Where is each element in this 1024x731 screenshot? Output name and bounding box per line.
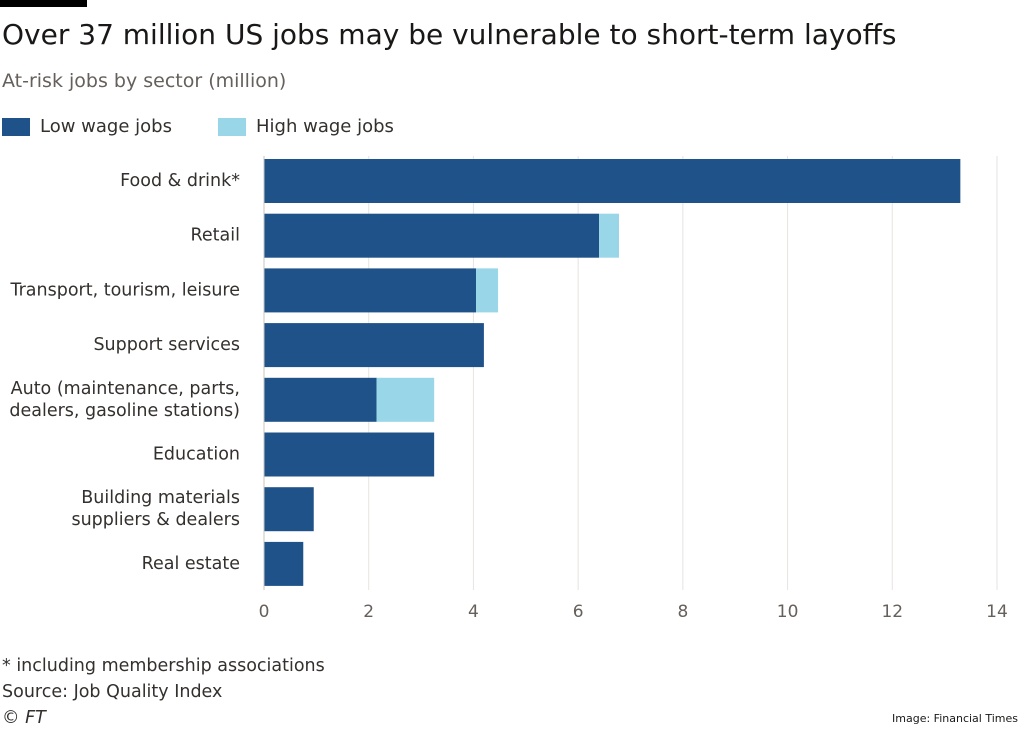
category-label: Food & drink* [120,171,240,191]
image-credit: Image: Financial Times [892,712,1018,725]
chart-title: Over 37 million US jobs may be vulnerabl… [2,18,897,51]
category-label: suppliers & dealers [71,510,240,530]
bar-low-wage [264,213,600,258]
source-note: Source: Job Quality Index [2,682,223,702]
x-tick-label: 14 [986,602,1008,622]
x-tick-label: 4 [468,602,479,622]
x-tick-label: 12 [881,602,903,622]
x-tick-label: 8 [677,602,688,622]
legend-item-low-wage: Low wage jobs [2,116,172,137]
category-label: Auto (maintenance, parts, [11,379,240,399]
bar-low-wage [264,268,477,313]
legend-item-high-wage: High wage jobs [218,116,394,137]
category-label: Support services [93,335,240,355]
legend-label-high-wage: High wage jobs [256,116,394,137]
category-label: Building materials [81,488,240,508]
x-tick-label: 6 [573,602,584,622]
x-tick-label: 0 [259,602,270,622]
bar-chart: Food & drink* Retail Transport, tourism, l… [9,156,1008,622]
bar-low-wage [264,377,377,422]
bar-high-wage [476,268,499,313]
brand-bar [0,0,87,7]
bar-low-wage [264,323,484,368]
category-label: Real estate [142,554,240,574]
x-tick-label: 2 [363,602,374,622]
bar-low-wage [264,487,314,532]
bar-high-wage [376,377,435,422]
category-label: Education [153,445,240,465]
category-label: dealers, gasoline stations) [9,401,240,421]
bar-low-wage [264,541,304,586]
copyright: © FT [2,708,46,728]
bar-high-wage [599,213,619,258]
bar-low-wage [264,159,961,203]
x-tick-label: 10 [777,602,799,622]
legend-swatch-low-wage [2,117,30,136]
legend-swatch-high-wage [218,117,246,136]
bar-low-wage [264,432,435,477]
category-label: Transport, tourism, leisure [9,280,240,300]
category-label: Retail [191,226,240,246]
footnote: * including membership associations [2,656,325,676]
chart-subtitle: At-risk jobs by sector (million) [2,70,287,92]
legend-label-low-wage: Low wage jobs [40,116,172,137]
